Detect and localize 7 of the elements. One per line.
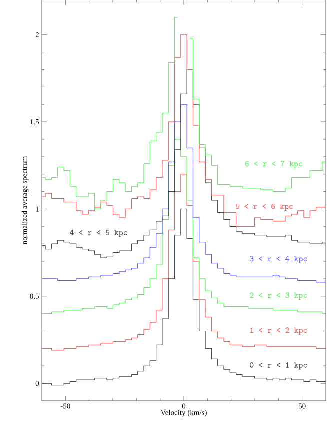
series-label: 4 < r < 5 kpc — [70, 230, 128, 238]
series-label: 6 < r < 7 kpc — [245, 161, 302, 168]
series-label: 3 < r < 4 kpc — [250, 256, 308, 264]
series-label: 0 < r < 1 kpc — [250, 362, 308, 370]
series-label: 5 < r < 6 kpc — [236, 204, 293, 212]
series-label: 2 < r < 3 kpc — [250, 292, 308, 300]
series-label: 1 < r < 2 kpc — [250, 328, 308, 335]
